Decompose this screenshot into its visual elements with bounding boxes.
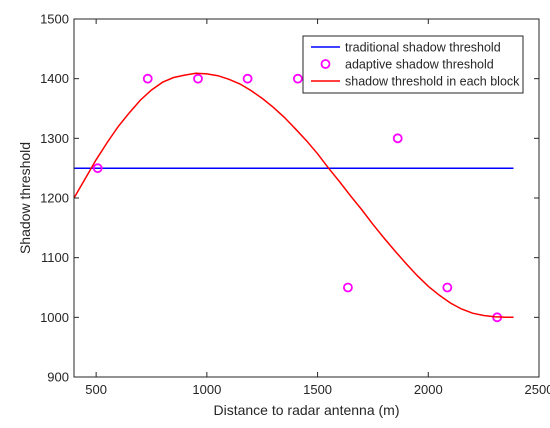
series-layer [73,72,514,323]
legend-entry-label: traditional shadow threshold [345,41,501,55]
y-tick-label: 1200 [40,191,69,206]
x-tick-label: 500 [85,382,107,397]
legend-marker-swatch [320,59,331,69]
y-tick-label: 1300 [40,131,69,146]
legend: traditional shadow threshold adaptive sha… [302,35,524,94]
y-tick-label: 1000 [40,310,69,325]
y-tick-label: 1500 [40,12,69,27]
data-point [292,73,303,84]
series-line-2 [73,72,514,319]
legend-entry-label: shadow threshold in each block [345,75,520,89]
data-point [142,73,153,84]
x-tick-label: 2000 [414,382,443,397]
data-point [442,282,453,293]
x-axis-label: Distance to radar antenna (m) [214,402,400,418]
y-axis-label: Shadow threshold [17,142,33,254]
x-tick-label: 1500 [303,382,332,397]
y-tick-label: 1100 [41,250,69,265]
y-tick-label: 900 [47,370,69,385]
data-point [392,133,403,144]
legend-box [302,35,524,94]
data-point [242,73,253,84]
data-point [343,282,353,293]
x-tick-label: 1000 [192,382,221,397]
data-point [193,73,203,84]
x-tick-label: 2500 [525,382,550,397]
data-point [92,163,103,174]
y-tick-label: 1400 [40,71,69,86]
legend-entry-label: adaptive shadow threshold [345,58,494,72]
ticks-layer: 500 1000 1500 2000 2500 900 1000 1100 1200 1300 14… [40,12,550,398]
